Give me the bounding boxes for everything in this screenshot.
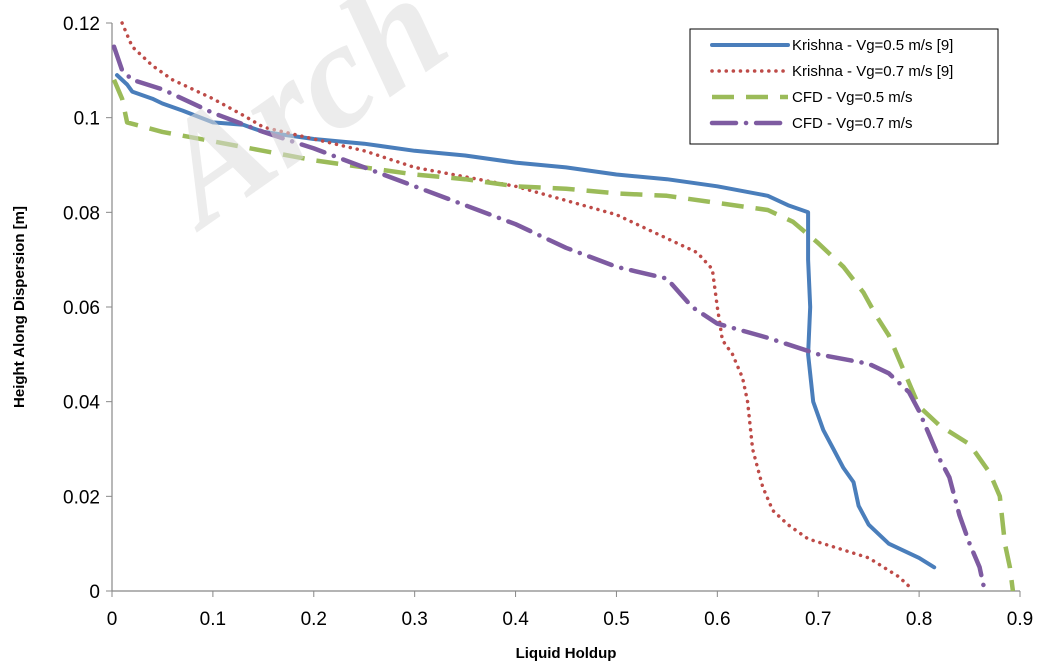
legend-label-1: Krishna - Vg=0.5 m/s [9] <box>792 37 953 54</box>
watermark: Arch <box>120 0 474 260</box>
x-tick-label: 0.5 <box>603 609 629 630</box>
x-axis-title: Liquid Holdup <box>516 645 617 662</box>
y-tick-label: 0.06 <box>63 298 100 319</box>
x-tick-label: 0.7 <box>805 609 831 630</box>
x-tick-label: 0.9 <box>1007 609 1033 630</box>
y-tick-label: 0 <box>89 582 100 603</box>
legend-label-4: CFD - Vg=0.7 m/s <box>792 115 912 132</box>
x-tick-label: 0.8 <box>906 609 932 630</box>
y-axis-title: Height Along Dispersion [m] <box>11 206 28 408</box>
y-tick-label: 0.12 <box>63 14 100 35</box>
x-tick-label: 0.4 <box>502 609 529 630</box>
series-line-2 <box>120 21 911 589</box>
y-tick-label: 0.08 <box>63 203 100 224</box>
y-tick-label: 0.1 <box>74 109 100 130</box>
x-axis-ticks: 0 0.1 0.2 0.3 0.4 0.5 0.6 0.7 0.8 0.9 <box>107 591 1033 630</box>
legend-label-2: Krishna - Vg=0.7 m/s [9] <box>792 63 953 80</box>
series-lines <box>111 21 1016 594</box>
y-axis-ticks: 0 0.02 0.04 0.06 0.08 0.1 0.12 <box>63 14 112 603</box>
series-line-4 <box>111 44 987 594</box>
y-tick-label: 0.02 <box>63 487 100 508</box>
x-tick-label: 0.2 <box>301 609 327 630</box>
x-tick-label: 0 <box>107 609 118 630</box>
x-tick-label: 0.6 <box>704 609 730 630</box>
series-line-1 <box>115 73 937 570</box>
x-tick-label: 0.3 <box>401 609 427 630</box>
legend-label-3: CFD - Vg=0.5 m/s <box>792 89 912 106</box>
legend: Krishna - Vg=0.5 m/s [9] Krishna - Vg=0.7… <box>689 28 999 145</box>
legend-box <box>689 28 999 145</box>
x-tick-label: 0.1 <box>200 609 226 630</box>
series-line-3 <box>111 78 1016 592</box>
y-tick-label: 0.04 <box>63 393 100 414</box>
